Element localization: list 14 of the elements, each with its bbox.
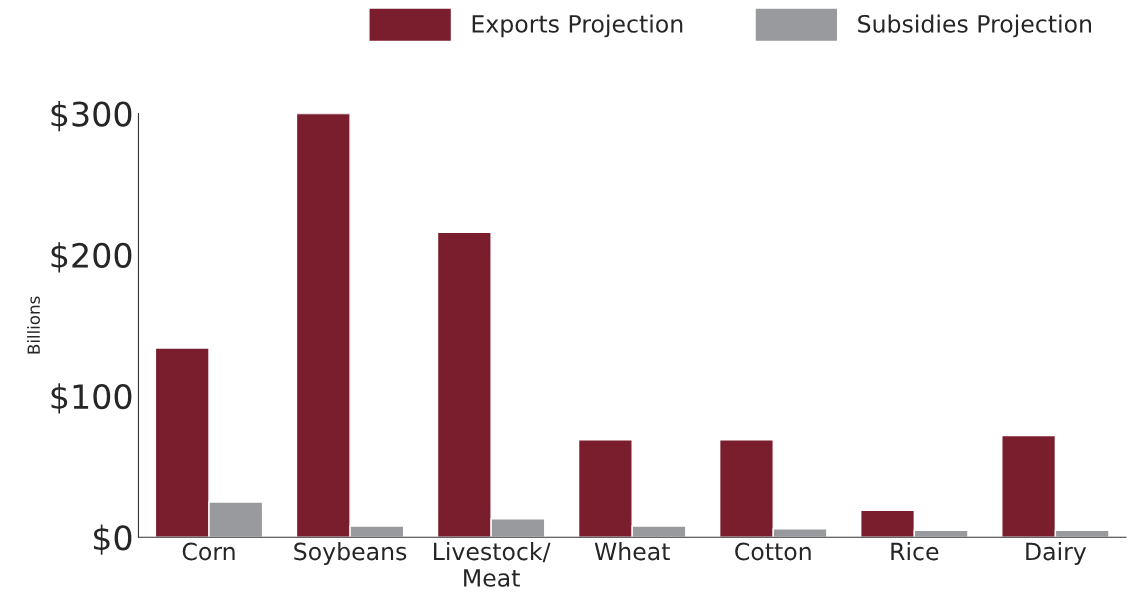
y-axis-title: Billions [27, 296, 40, 354]
y-tick-label: $300 [51, 100, 132, 132]
legend-label: Subsidies Projection [858, 14, 1092, 38]
x-tick-label: Dairy [1026, 542, 1087, 565]
y-tick-label: $0 [93, 524, 132, 555]
y-tick-label: $100 [51, 383, 132, 414]
x-tick-label: Wheat [594, 542, 670, 561]
legend-label: Exports Projection [472, 14, 683, 38]
x-tick-label: Cotton [735, 542, 811, 561]
x-tick-label: Soybeans [294, 542, 407, 565]
x-tick-label: Livestock/ Meat [434, 542, 551, 587]
x-tick-label: Corn [182, 542, 235, 561]
x-tick-label: Rice [891, 542, 939, 561]
y-tick-label: $200 [51, 242, 132, 273]
